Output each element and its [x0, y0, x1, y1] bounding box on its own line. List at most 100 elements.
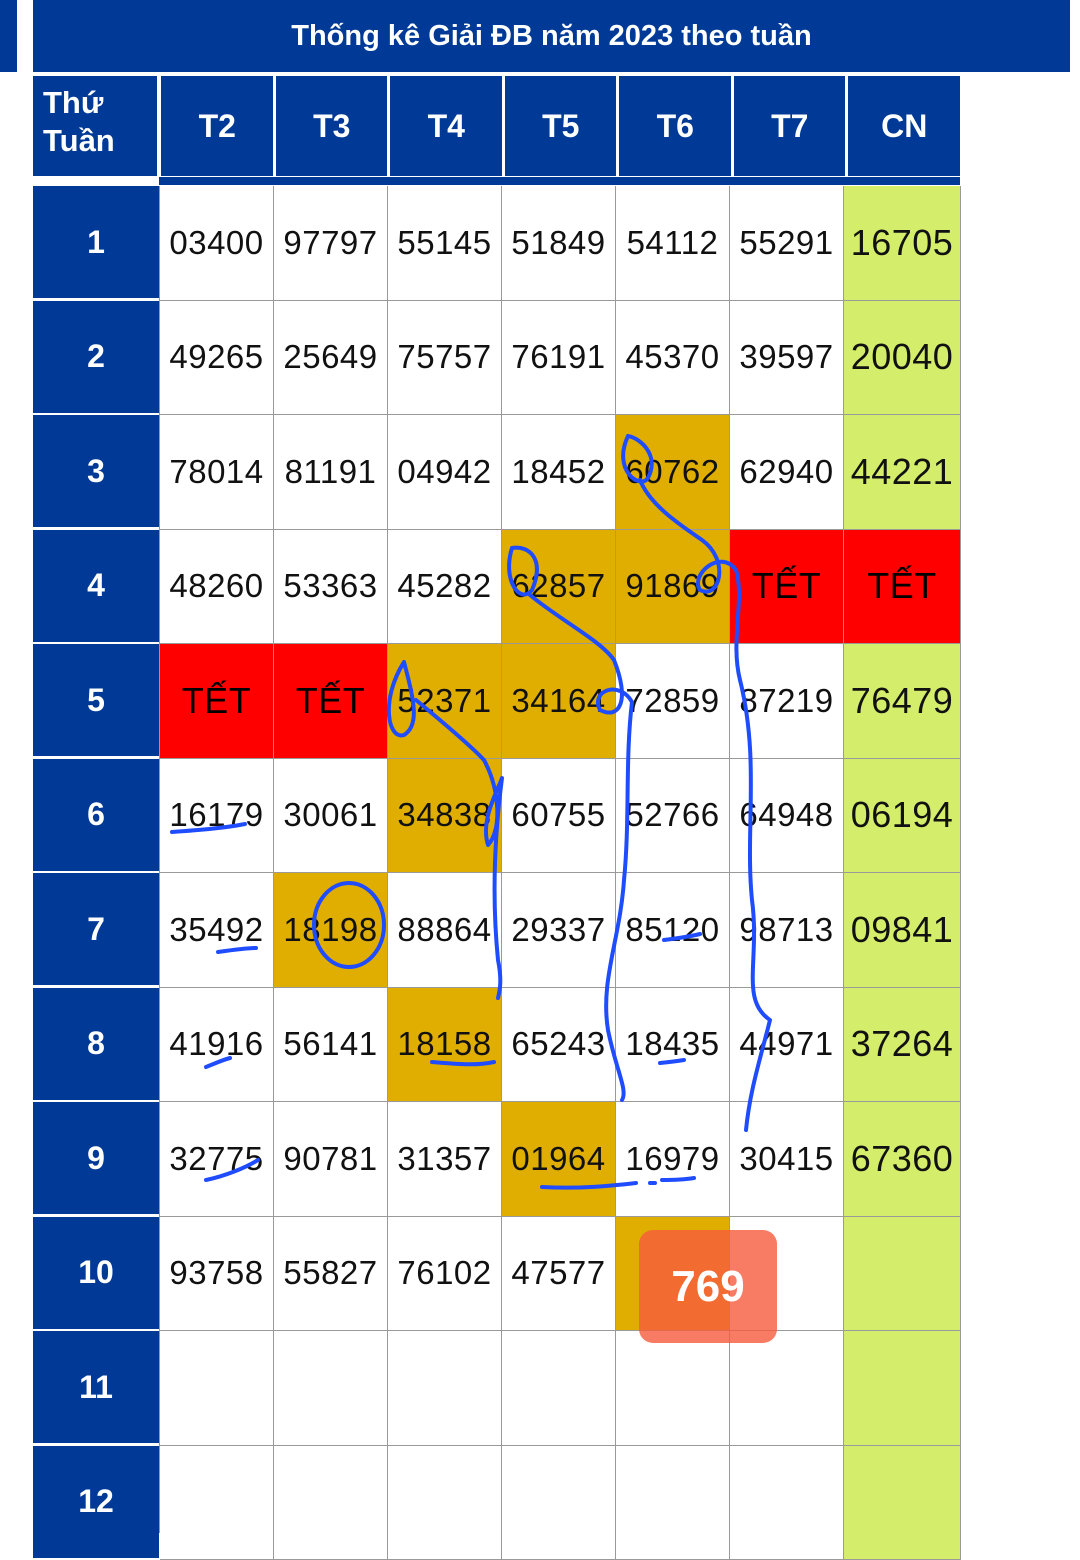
header-corner-line2: Tuần	[43, 122, 157, 160]
header-day-t3: T3	[276, 76, 388, 176]
result-cell: 65243	[502, 988, 616, 1103]
result-cell: 16179	[160, 759, 274, 874]
result-cell: 81191	[274, 415, 388, 530]
page-title: Thống kê Giải ĐB năm 2023 theo tuần	[33, 0, 1070, 72]
result-cell: 75757	[388, 301, 502, 416]
result-cell: 18435	[616, 988, 730, 1103]
result-cell: 88864	[388, 873, 502, 988]
result-cell	[844, 1331, 961, 1446]
header-divider	[159, 177, 960, 185]
week-label: 9	[33, 1102, 159, 1214]
week-label: 8	[33, 988, 159, 1100]
result-cell: 20040	[844, 301, 961, 416]
result-cell: 03400	[160, 186, 274, 301]
result-cell: 53363	[274, 530, 388, 645]
result-cell: 98713	[730, 873, 844, 988]
result-cell: 32775	[160, 1102, 274, 1217]
result-cell: 18198	[274, 873, 388, 988]
result-cell: 51849	[502, 186, 616, 301]
result-cell: 34838	[388, 759, 502, 874]
result-cell: 93758	[160, 1217, 274, 1332]
week-label: 11	[33, 1331, 159, 1443]
result-cell: 55145	[388, 186, 502, 301]
result-cell: 55291	[730, 186, 844, 301]
result-cell: 37264	[844, 988, 961, 1103]
result-cell: 39597	[730, 301, 844, 416]
result-cell: 47577	[502, 1217, 616, 1332]
header-divider-left	[33, 176, 157, 182]
result-cell	[388, 1331, 502, 1446]
result-cell	[502, 1331, 616, 1446]
result-cell	[274, 1446, 388, 1560]
result-cell: 18452	[502, 415, 616, 530]
result-cell	[502, 1446, 616, 1560]
result-cell: 45282	[388, 530, 502, 645]
header-day-t5: T5	[505, 76, 617, 176]
result-cell: 76102	[388, 1217, 502, 1332]
result-cell: 62940	[730, 415, 844, 530]
table-header: Thứ Tuần T2 T3 T4 T5 T6 T7 CN	[33, 76, 960, 176]
result-cell: 55827	[274, 1217, 388, 1332]
result-cell: 09841	[844, 873, 961, 988]
result-cell: 64948	[730, 759, 844, 874]
result-cell	[160, 1331, 274, 1446]
result-cell: 04942	[388, 415, 502, 530]
week-label: 7	[33, 873, 159, 985]
week-label: 2	[33, 301, 159, 413]
result-cell: 35492	[160, 873, 274, 988]
result-cell: 49265	[160, 301, 274, 416]
week-label: 6	[33, 759, 159, 871]
result-cell: 48260	[160, 530, 274, 645]
result-cell: 34164	[502, 644, 616, 759]
result-cell: TẾT	[274, 644, 388, 759]
result-cell: 29337	[502, 873, 616, 988]
result-cell: 76479	[844, 644, 961, 759]
result-cell: 45370	[616, 301, 730, 416]
week-label: 10	[33, 1217, 159, 1329]
result-cell: 01964	[502, 1102, 616, 1217]
result-cell: 62857	[502, 530, 616, 645]
result-cell: 97797	[274, 186, 388, 301]
header-corner-line1: Thứ	[43, 84, 157, 122]
result-cell: 60762	[616, 415, 730, 530]
result-cell: 76191	[502, 301, 616, 416]
week-label: 1	[33, 186, 159, 298]
header-day-t4: T4	[390, 76, 502, 176]
result-cell: 25649	[274, 301, 388, 416]
result-cell: 18158	[388, 988, 502, 1103]
result-cell: 41916	[160, 988, 274, 1103]
result-cell: 31357	[388, 1102, 502, 1217]
result-cell: 30061	[274, 759, 388, 874]
week-label: 12	[33, 1446, 159, 1558]
result-cell: TẾT	[160, 644, 274, 759]
result-cell: 72859	[616, 644, 730, 759]
result-cell: 91869	[616, 530, 730, 645]
result-cell	[616, 1446, 730, 1560]
result-cell: 44971	[730, 988, 844, 1103]
week-label: 4	[33, 530, 159, 642]
week-label: 5	[33, 644, 159, 756]
result-cell	[730, 1446, 844, 1560]
result-cell	[844, 1446, 961, 1560]
result-cell: 52766	[616, 759, 730, 874]
result-cell	[160, 1446, 274, 1560]
result-cell: 67360	[844, 1102, 961, 1217]
result-cell: 30415	[730, 1102, 844, 1217]
result-cell: 16979	[616, 1102, 730, 1217]
header-day-t2: T2	[161, 76, 273, 176]
result-cell: 56141	[274, 988, 388, 1103]
result-cell: 16705	[844, 186, 961, 301]
result-cell	[274, 1331, 388, 1446]
week-label: 3	[33, 415, 159, 527]
result-cell: 60755	[502, 759, 616, 874]
result-cell: 85120	[616, 873, 730, 988]
badge-769: 769	[639, 1230, 777, 1343]
result-cell: 90781	[274, 1102, 388, 1217]
result-cell	[844, 1217, 961, 1332]
left-edge-strip	[0, 0, 17, 72]
header-day-cn: CN	[848, 76, 960, 176]
header-day-t7: T7	[734, 76, 846, 176]
header-corner: Thứ Tuần	[33, 76, 157, 176]
header-day-t6: T6	[619, 76, 731, 176]
